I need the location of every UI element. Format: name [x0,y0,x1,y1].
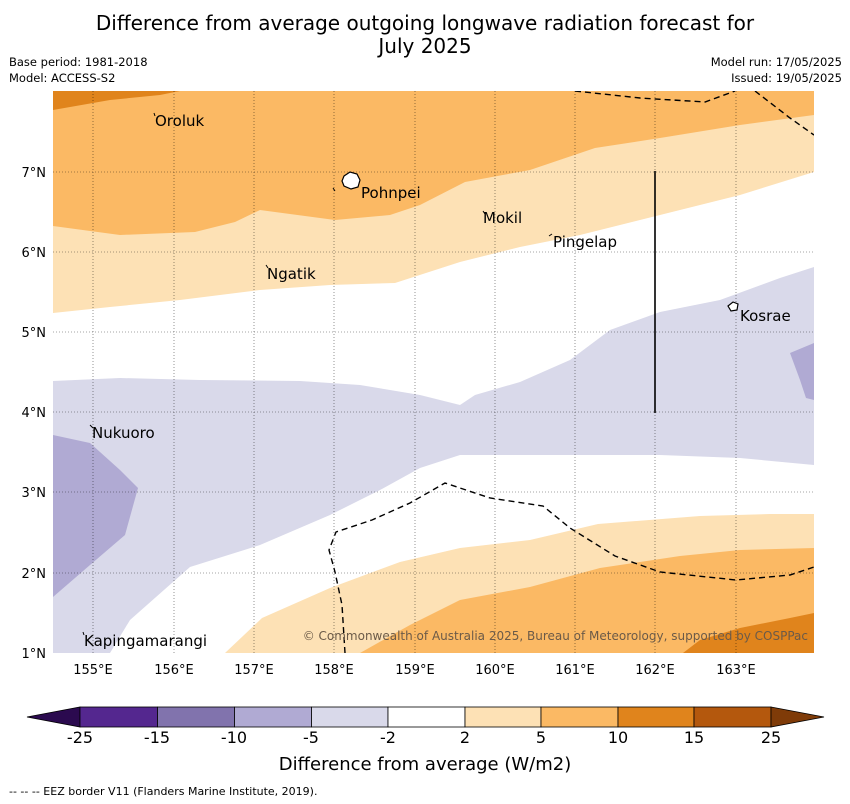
place-label-kosrae: Kosrae [740,307,791,325]
lon-tick-label: 155°E [73,663,113,678]
colorbar-arrow-high [770,706,825,728]
colorbar-tick-label: 15 [683,728,705,747]
lon-tick-label: 161°E [555,663,595,678]
colorbar-tick-label: 25 [760,728,782,747]
colorbar-cell [79,706,158,728]
meta-left: Base period: 1981-2018 Model: ACCESS-S2 [9,54,148,86]
model-name: Model: ACCESS-S2 [9,71,116,85]
place-label-ngatik: Ngatik [267,265,316,283]
colorbar-cell [693,706,772,728]
colorbar-cell [157,706,235,728]
model-run: Model run: 17/05/2025 [710,55,842,69]
lon-tick-label: 158°E [314,663,354,678]
lat-tick-label: 2°N [22,567,47,582]
place-label-nukuoro: Nukuoro [92,424,155,442]
contour-5-10-lower [360,548,814,653]
contour-neg5-neg10-left [53,435,138,597]
lon-tick-label: 162°E [635,663,675,678]
lat-tick-label: 1°N [22,647,47,662]
place-label-pingelap: Pingelap [553,233,617,251]
contour-10-15-topleft [53,91,180,110]
colorbar-cell [234,706,312,728]
lat-tick-label: 4°N [22,406,47,421]
place-label-pohnpei: Pohnpei [361,184,421,202]
colorbar-tick-label: 2 [459,728,471,747]
lon-tick-label: 159°E [395,663,435,678]
colorbar-cell [617,706,695,728]
lon-tick-labels: 155°E 156°E 157°E 158°E 159°E 160°E 161°… [73,663,756,678]
place-labels: Oroluk Pohnpei Mokil Pingelap Ngatik Kos… [84,112,791,650]
contour-5-10-upper [53,91,814,235]
colorbar-tick-label: 5 [535,728,547,747]
colorbar-tick-label: -5 [303,728,319,747]
contour-neg5-neg10-right [790,343,814,400]
lat-tick-label: 5°N [22,326,47,341]
title-line-2: July 2025 [378,34,472,58]
colorbar [26,706,825,728]
eez-footnote: -- -- -- EEZ border V11 (Flanders Marine… [9,785,318,798]
copyright-text: © Commonwealth of Australia 2025, Bureau… [303,629,808,643]
anomaly-contours [53,91,814,653]
base-period: Base period: 1981-2018 [9,55,148,69]
kosrae-island [727,301,739,312]
colorbar-cell [464,706,542,728]
colorbar-cell [387,706,466,728]
colorbar-tick-label: 10 [607,728,629,747]
place-label-oroluk: Oroluk [155,112,204,130]
colorbar-arrow-low [26,706,81,728]
lat-tick-labels: 7°N 6°N 5°N 4°N 3°N 2°N 1°N [22,166,47,662]
contour-neg2-neg5-middle [53,267,814,653]
title-line-1: Difference from average outgoing longwav… [95,11,755,35]
colorbar-cell [540,706,619,728]
map-title: Difference from average outgoing longwav… [0,12,850,58]
lon-tick-label: 163°E [716,663,756,678]
eez-borders [328,91,814,653]
issued-date: Issued: 19/05/2025 [731,71,842,85]
colorbar-cell [311,706,389,728]
colorbar-tick-label: -2 [380,728,396,747]
lon-tick-label: 157°E [234,663,274,678]
lat-tick-label: 3°N [22,486,47,501]
gridlines [53,91,814,653]
colorbar-title: Difference from average (W/m2) [278,754,572,775]
lat-tick-label: 6°N [22,246,47,261]
meta-right: Model run: 17/05/2025 Issued: 19/05/2025 [711,54,842,86]
colorbar-tick-label: -10 [220,728,248,747]
pohnpei-island [341,171,361,190]
contour-10-15-lower [683,613,814,653]
place-label-kapingamarangi: Kapingamarangi [84,632,207,650]
lon-tick-label: 156°E [154,663,194,678]
place-label-mokil: Mokil [483,209,522,227]
atoll-marks [82,112,553,636]
colorbar-tick-label: -25 [66,728,94,747]
colorbar-tick-label: -15 [143,728,171,747]
lat-tick-label: 7°N [22,166,47,181]
lon-tick-label: 160°E [475,663,515,678]
